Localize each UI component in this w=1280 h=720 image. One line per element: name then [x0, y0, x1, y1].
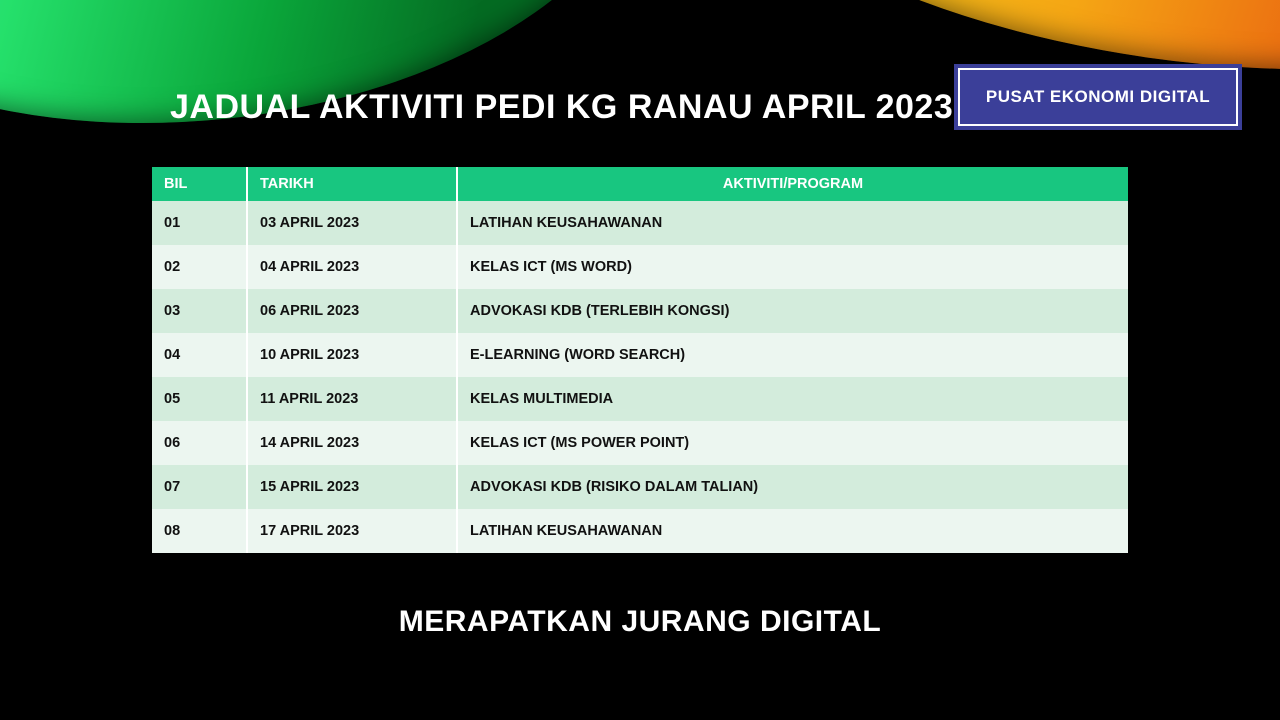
- table-row: 06 14 APRIL 2023 KELAS ICT (MS POWER POI…: [152, 421, 1128, 465]
- col-header-activity: AKTIVITI/PROGRAM: [457, 167, 1128, 201]
- cell-activity: E-LEARNING (WORD SEARCH): [457, 333, 1128, 377]
- activity-table: BIL TARIKH AKTIVITI/PROGRAM 01 03 APRIL …: [152, 167, 1128, 553]
- table-row: 03 06 APRIL 2023 ADVOKASI KDB (TERLEBIH …: [152, 289, 1128, 333]
- col-header-bil: BIL: [152, 167, 247, 201]
- cell-bil: 01: [152, 201, 247, 245]
- cell-tarikh: 11 APRIL 2023: [247, 377, 457, 421]
- cell-tarikh: 17 APRIL 2023: [247, 509, 457, 553]
- footer-tagline: MERAPATKAN JURANG DIGITAL: [0, 605, 1280, 639]
- cell-activity: KELAS MULTIMEDIA: [457, 377, 1128, 421]
- cell-bil: 05: [152, 377, 247, 421]
- cell-activity: ADVOKASI KDB (RISIKO DALAM TALIAN): [457, 465, 1128, 509]
- cell-bil: 03: [152, 289, 247, 333]
- table-row: 01 03 APRIL 2023 LATIHAN KEUSAHAWANAN: [152, 201, 1128, 245]
- col-header-tarikh: TARIKH: [247, 167, 457, 201]
- cell-activity: KELAS ICT (MS WORD): [457, 245, 1128, 289]
- cell-activity: KELAS ICT (MS POWER POINT): [457, 421, 1128, 465]
- table-row: 07 15 APRIL 2023 ADVOKASI KDB (RISIKO DA…: [152, 465, 1128, 509]
- cell-bil: 06: [152, 421, 247, 465]
- table-row: 05 11 APRIL 2023 KELAS MULTIMEDIA: [152, 377, 1128, 421]
- cell-bil: 02: [152, 245, 247, 289]
- slide-content: JADUAL AKTIVITI PEDI KG RANAU APRIL 2023…: [0, 0, 1280, 639]
- cell-bil: 04: [152, 333, 247, 377]
- cell-tarikh: 06 APRIL 2023: [247, 289, 457, 333]
- cell-tarikh: 10 APRIL 2023: [247, 333, 457, 377]
- cell-tarikh: 14 APRIL 2023: [247, 421, 457, 465]
- table-row: 04 10 APRIL 2023 E-LEARNING (WORD SEARCH…: [152, 333, 1128, 377]
- cell-activity: ADVOKASI KDB (TERLEBIH KONGSI): [457, 289, 1128, 333]
- cell-activity: LATIHAN KEUSAHAWANAN: [457, 509, 1128, 553]
- cell-tarikh: 15 APRIL 2023: [247, 465, 457, 509]
- page-title: JADUAL AKTIVITI PEDI KG RANAU APRIL 2023: [170, 88, 1280, 127]
- table-header-row: BIL TARIKH AKTIVITI/PROGRAM: [152, 167, 1128, 201]
- table-row: 08 17 APRIL 2023 LATIHAN KEUSAHAWANAN: [152, 509, 1128, 553]
- cell-activity: LATIHAN KEUSAHAWANAN: [457, 201, 1128, 245]
- cell-bil: 08: [152, 509, 247, 553]
- cell-bil: 07: [152, 465, 247, 509]
- table-row: 02 04 APRIL 2023 KELAS ICT (MS WORD): [152, 245, 1128, 289]
- cell-tarikh: 04 APRIL 2023: [247, 245, 457, 289]
- cell-tarikh: 03 APRIL 2023: [247, 201, 457, 245]
